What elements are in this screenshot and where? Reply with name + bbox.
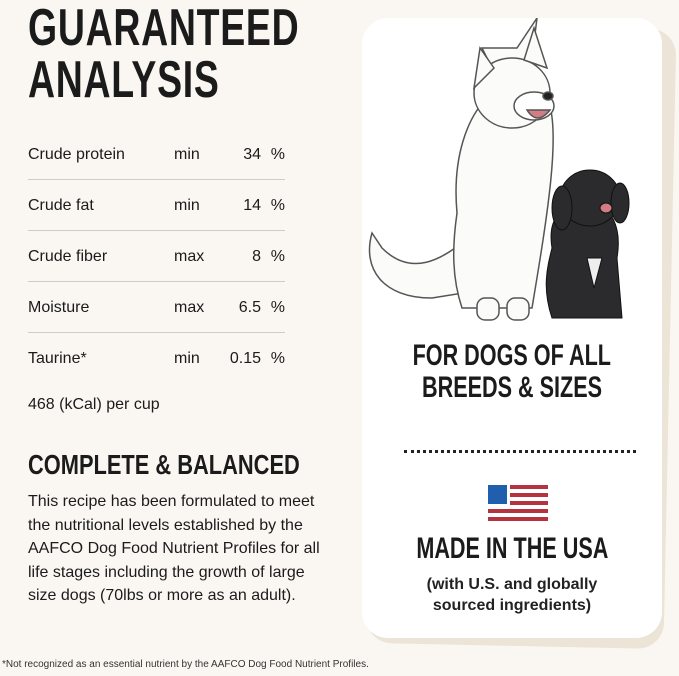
black-dog (545, 169, 630, 319)
white-dog (368, 18, 555, 321)
nutrient: Crude fiber (28, 248, 108, 265)
nutrient: Taurine* (28, 350, 87, 367)
sourced-line-2: sourced ingredients) (432, 597, 592, 614)
breeds-heading: FOR DOGS OF ALL BREEDS & SIZES (362, 340, 662, 404)
info-card: FOR DOGS OF ALL BREEDS & SIZES MADE IN T… (362, 18, 662, 638)
page-title: GUARANTEED ANALYSIS (28, 2, 405, 106)
value: 34 (243, 146, 261, 163)
qualifier: min (174, 350, 200, 367)
qualifier: max (174, 299, 205, 316)
unit: % (270, 299, 285, 316)
table-row: Crude fat min 14% (28, 180, 285, 231)
value: 8 (252, 248, 261, 265)
unit: % (270, 146, 285, 163)
qualifier: max (174, 248, 205, 265)
value: 14 (243, 197, 261, 214)
made-text: MADE IN THE USA (415, 532, 609, 565)
sourced-note: (with U.S. and globally sourced ingredie… (362, 574, 662, 616)
complete-heading-text: COMPLETE & BALANCED (28, 449, 300, 480)
value: 0.15 (229, 350, 261, 367)
title-line-2: ANALYSIS (28, 51, 220, 109)
breeds-line-1: FOR DOGS OF ALL (412, 339, 612, 372)
unit: % (270, 197, 285, 214)
dotted-divider (404, 450, 636, 453)
calories: 468 (kCal) per cup (28, 396, 160, 413)
nutrient: Moisture (28, 299, 90, 316)
value: 6.5 (238, 299, 261, 316)
sourced-line-1: (with U.S. and globally (426, 576, 598, 593)
title-line-1: GUARANTEED (28, 0, 300, 57)
analysis-table: Crude protein min 34% Crude fat min 14% Crud… (28, 129, 285, 383)
breeds-line-2: BREEDS & SIZES (421, 371, 603, 404)
complete-heading: COMPLETE & BALANCED (28, 450, 376, 480)
table-row: Moisture max 6.5% (28, 282, 285, 333)
made-in-usa: MADE IN THE USA (362, 532, 662, 566)
nutrient: Crude protein (28, 146, 125, 163)
table-row: Taurine* min 0.15% (28, 333, 285, 383)
complete-text: This recipe has been formulated to meet … (28, 493, 320, 604)
qualifier: min (174, 146, 200, 163)
nutrient: Crude fat (28, 197, 94, 214)
unit: % (270, 350, 285, 367)
table-row: Crude fiber max 8% (28, 231, 285, 282)
dogs-illustration (368, 18, 630, 321)
table-row: Crude protein min 34% (28, 129, 285, 180)
us-flag-icon (488, 485, 548, 521)
footnote: *Not recognized as an essential nutrient… (2, 659, 369, 670)
unit: % (270, 248, 285, 265)
qualifier: min (174, 197, 200, 214)
